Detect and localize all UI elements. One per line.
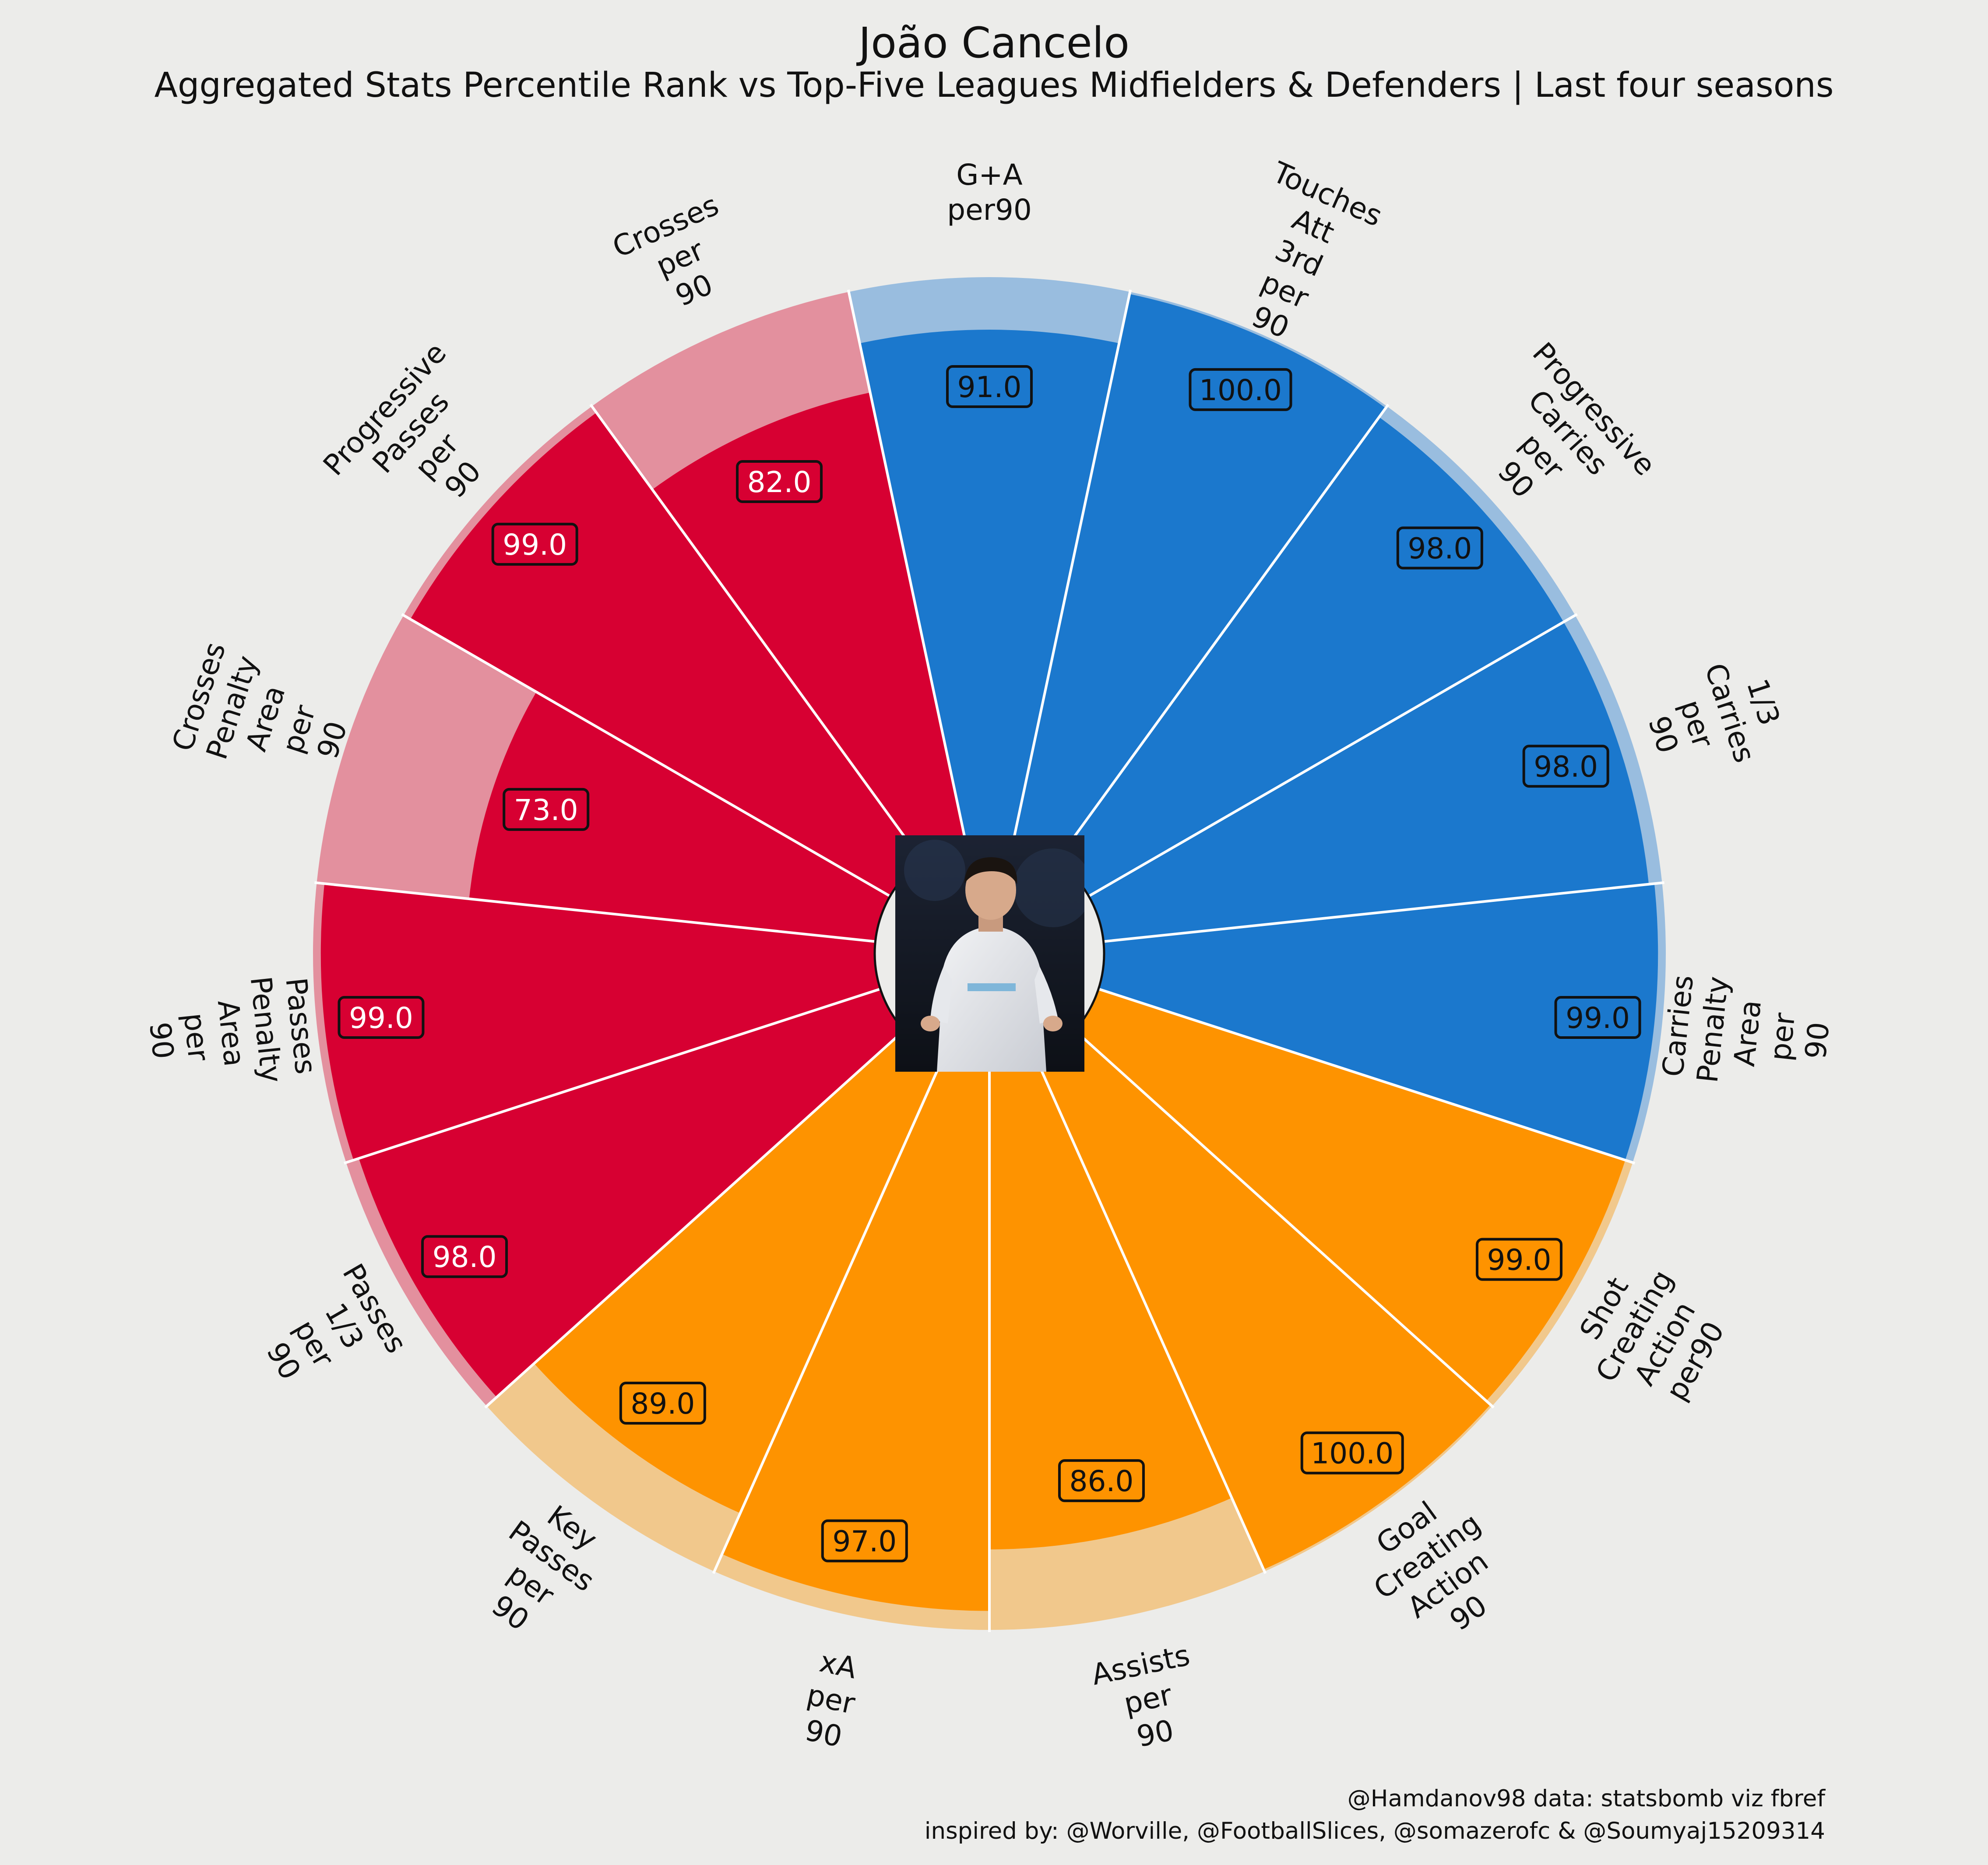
- value-label-box: [1300, 1431, 1404, 1474]
- category-label: Passes1/3per90: [245, 1258, 413, 1411]
- value-label-box: [821, 1519, 908, 1562]
- bar-touches-att-3rd-per-90: [1013, 294, 1386, 861]
- bar-crosses-per-90: [652, 392, 966, 861]
- value-label: 100.0: [1311, 1437, 1393, 1471]
- value-label: 99.0: [1566, 1001, 1630, 1035]
- category-label: KeyPassesper90: [461, 1486, 621, 1655]
- category-label: xAper90: [797, 1643, 866, 1755]
- category-label: Crossesper90: [608, 188, 752, 328]
- bar-assists-per-90: [989, 1058, 1232, 1550]
- chart-title: João Cancelo: [858, 18, 1130, 67]
- value-label-box: [1058, 1459, 1145, 1503]
- bar-1-3-carries-per-90: [1088, 622, 1649, 942]
- category-label: PassesPenaltyAreaper90: [139, 971, 323, 1095]
- value-label-box: [736, 460, 823, 503]
- bar-passes-penalty-area-per-90: [320, 883, 880, 1160]
- value-label-box: [1522, 745, 1609, 788]
- slice-separator: [1103, 881, 1664, 943]
- bar-passes-1-3-per-90: [359, 989, 904, 1397]
- value-label: 99.0: [349, 1001, 413, 1035]
- slice-separator: [1098, 988, 1636, 1165]
- category-label: G+A per90: [947, 158, 1032, 227]
- value-label: 97.0: [832, 1525, 897, 1559]
- value-label: 99.0: [1487, 1243, 1552, 1277]
- value-label-box: [1396, 526, 1483, 570]
- player-photo: [895, 835, 1084, 1072]
- slice-separator: [343, 988, 881, 1165]
- value-label: 99.0: [503, 528, 567, 562]
- slice-separator: [589, 404, 923, 862]
- value-label: 82.0: [747, 465, 812, 499]
- value-label-box: [1189, 368, 1292, 411]
- bar-xa-per-90: [722, 1058, 989, 1611]
- value-label-box: [619, 1381, 706, 1425]
- value-label: 100.0: [1199, 373, 1282, 407]
- slice-separator: [1088, 613, 1578, 897]
- category-label: 1/3Carriesper90: [1632, 648, 1795, 788]
- slice-separator: [401, 613, 891, 897]
- slice-separator: [1034, 1058, 1267, 1574]
- slice-separator: [314, 881, 876, 943]
- bar-g-a-per90: [859, 330, 1119, 841]
- credit-line-1: @Hamdanov98 data: statsbomb viz fbref: [1347, 1785, 1825, 1812]
- value-label-box: [503, 788, 590, 831]
- category-label: ShotCreatingActionper90: [1559, 1247, 1741, 1423]
- value-label: 73.0: [514, 793, 578, 827]
- value-label: 86.0: [1069, 1464, 1133, 1498]
- slice-separator: [847, 289, 967, 842]
- value-label: 98.0: [1407, 532, 1472, 566]
- value-label-box: [421, 1235, 508, 1278]
- value-label-box: [946, 365, 1033, 408]
- value-label-box: [491, 523, 578, 566]
- category-label: CrossesPenaltyAreaper90: [165, 638, 366, 799]
- slice-separator: [1056, 404, 1390, 862]
- value-label-box: [1476, 1238, 1563, 1281]
- bar-crosses-penalty-area-per-90: [469, 692, 890, 942]
- slice-separator: [1073, 1029, 1495, 1409]
- credit-line-2: inspired by: @Worville, @FootballSlices,…: [924, 1818, 1825, 1844]
- slice-separator: [484, 1029, 905, 1409]
- value-label: 98.0: [433, 1240, 497, 1274]
- value-label-box: [338, 996, 425, 1039]
- value-label: 91.0: [957, 370, 1022, 404]
- slice-separator: [712, 1058, 944, 1574]
- category-label: CarriesPenaltyAreaper90: [1656, 971, 1840, 1095]
- value-label: 89.0: [630, 1387, 695, 1421]
- slice-separator: [1012, 289, 1132, 842]
- value-label: 98.0: [1534, 750, 1598, 784]
- value-label-box: [1554, 996, 1641, 1039]
- bar-carries-penalty-area-per-90: [1098, 883, 1658, 1160]
- bar-shot-creating-action-per90: [1074, 989, 1626, 1401]
- chart-subtitle: Aggregated Stats Percentile Rank vs Top-…: [154, 66, 1834, 105]
- category-label: Assistsper90: [1088, 1638, 1207, 1760]
